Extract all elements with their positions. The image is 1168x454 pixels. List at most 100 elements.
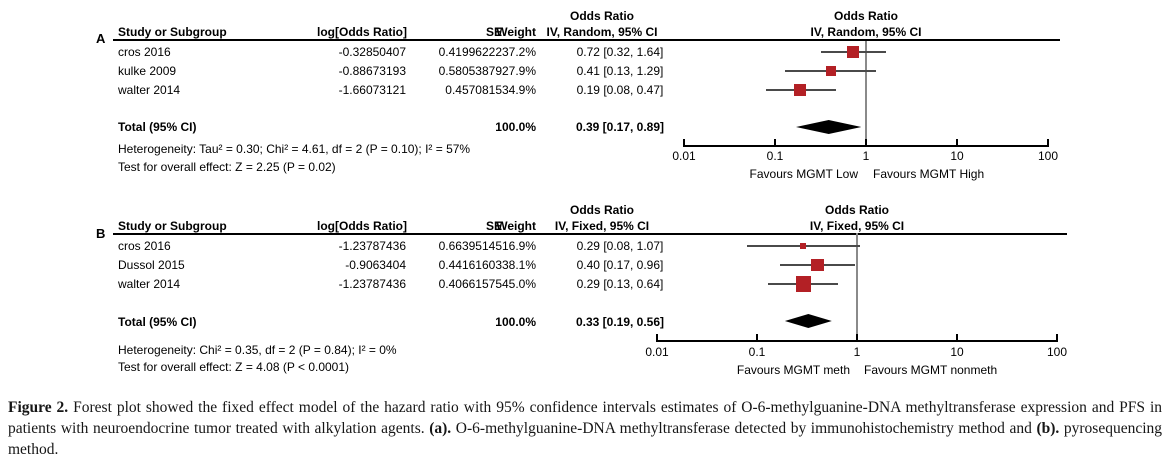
study-se: 0.58053879 xyxy=(438,64,502,78)
effect-marker xyxy=(800,243,807,249)
total-weight: 100.0% xyxy=(495,315,536,329)
axis-tick-label: 100 xyxy=(1046,345,1068,359)
overall-effect-text: Test for overall effect: Z = 2.25 (P = 0… xyxy=(118,160,336,174)
col-header-se: SE xyxy=(485,25,502,39)
summary-diamond xyxy=(784,314,832,328)
axis-tick xyxy=(956,334,958,342)
col-header-weight: Weight xyxy=(496,25,536,39)
effect-marker xyxy=(846,45,860,59)
null-effect-line xyxy=(856,233,858,340)
axis-tick xyxy=(656,334,658,342)
col-header-se: SE xyxy=(485,219,502,233)
figure-caption: Figure 2. Forest plot showed the fixed e… xyxy=(8,397,1162,454)
study-estimate: 0.19 [0.08, 0.47] xyxy=(576,83,664,97)
study-name: cros 2016 xyxy=(118,45,171,59)
axis-tick-label: 1 xyxy=(862,149,870,163)
caption-segment: Forest plot showed the fixed effect mode… xyxy=(8,398,1163,437)
heterogeneity-text: Heterogeneity: Tau² = 0.30; Chi² = 4.61,… xyxy=(118,142,471,156)
study-weight: 37.2% xyxy=(501,45,536,59)
study-estimate: 0.29 [0.13, 0.64] xyxy=(576,277,664,291)
col-header-study: Study or Subgroup xyxy=(118,25,227,39)
total-estimate: 0.33 [0.19, 0.56] xyxy=(575,315,665,329)
study-se: 0.40661575 xyxy=(438,277,502,291)
study-weight: 34.9% xyxy=(501,83,536,97)
axis-tick-label: 0.1 xyxy=(766,149,784,163)
study-estimate: 0.72 [0.32, 1.64] xyxy=(576,45,664,59)
effect-marker xyxy=(794,84,807,96)
caption-bold-segment: (b). xyxy=(1036,419,1064,437)
study-estimate: 0.40 [0.17, 0.96] xyxy=(576,258,664,272)
axis-tick-label: 100 xyxy=(1037,149,1059,163)
axis-tick xyxy=(756,334,758,342)
favours-right-label: Favours MGMT nonmeth xyxy=(864,363,998,377)
study-se: 0.66395145 xyxy=(438,239,502,253)
plot-title: Odds Ratio xyxy=(833,9,899,23)
favours-right-label: Favours MGMT High xyxy=(873,167,985,181)
study-weight: 45.0% xyxy=(501,277,536,291)
panel-a-label: A xyxy=(96,31,106,46)
total-estimate: 0.39 [0.17, 0.89] xyxy=(575,120,665,134)
col-header-effect: IV, Fixed, 95% CI xyxy=(554,219,650,233)
study-name: walter 2014 xyxy=(118,83,181,97)
axis-tick-label: 0.01 xyxy=(645,345,669,359)
study-estimate: 0.41 [0.13, 1.29] xyxy=(576,64,664,78)
total-label: Total (95% CI) xyxy=(118,120,197,134)
axis-tick-label: 0.01 xyxy=(672,149,696,163)
study-log-or: -0.88673193 xyxy=(338,64,406,78)
overall-effect-text: Test for overall effect: Z = 4.08 (P < 0… xyxy=(118,360,350,374)
study-log-or: -1.23787436 xyxy=(338,277,406,291)
study-se: 0.4570815 xyxy=(445,83,502,97)
study-name: kulke 2009 xyxy=(118,64,177,78)
total-weight: 100.0% xyxy=(495,120,536,134)
plot-header-model: IV, Fixed, 95% CI xyxy=(809,219,905,233)
plot-header-model: IV, Random, 95% CI xyxy=(810,25,922,39)
study-estimate: 0.29 [0.08, 1.07] xyxy=(576,239,664,253)
study-weight: 16.9% xyxy=(501,239,536,253)
col-header-log-or: log[Odds Ratio] xyxy=(317,219,407,233)
axis-tick xyxy=(1056,334,1058,342)
effect-column-title: Odds Ratio xyxy=(569,203,635,217)
study-log-or: -0.9063404 xyxy=(345,258,406,272)
effect-column-title: Odds Ratio xyxy=(569,9,635,23)
axis-tick xyxy=(865,139,867,147)
effect-marker xyxy=(795,276,811,292)
axis-tick xyxy=(856,334,858,342)
caption-bold-segment: Figure 2. xyxy=(8,398,74,416)
study-weight: 38.1% xyxy=(501,258,536,272)
axis-tick-label: 10 xyxy=(950,149,964,163)
axis-tick-label: 0.1 xyxy=(748,345,766,359)
header-rule xyxy=(113,39,1060,41)
null-effect-line xyxy=(865,41,867,145)
header-rule xyxy=(113,233,1067,235)
study-weight: 27.9% xyxy=(501,64,536,78)
axis-tick xyxy=(956,139,958,147)
favours-left-label: Favours MGMT meth xyxy=(736,363,850,377)
study-name: walter 2014 xyxy=(118,277,181,291)
study-name: Dussol 2015 xyxy=(118,258,185,272)
col-header-study: Study or Subgroup xyxy=(118,219,227,233)
study-se: 0.41996222 xyxy=(438,45,502,59)
col-header-log-or: log[Odds Ratio] xyxy=(317,25,407,39)
study-log-or: -0.32850407 xyxy=(338,45,406,59)
caption-segment: O-6-methylguanine-DNA methyltransferase … xyxy=(455,419,1037,437)
study-se: 0.44161603 xyxy=(438,258,502,272)
favours-left-label: Favours MGMT Low xyxy=(749,167,858,181)
plot-title: Odds Ratio xyxy=(824,203,890,217)
axis-tick xyxy=(1047,139,1049,147)
axis-tick xyxy=(774,139,776,147)
effect-marker xyxy=(810,258,824,272)
col-header-weight: Weight xyxy=(496,219,536,233)
study-log-or: -1.23787436 xyxy=(338,239,406,253)
summary-diamond xyxy=(795,120,862,134)
caption-bold-segment: (a). xyxy=(429,419,456,437)
heterogeneity-text: Heterogeneity: Chi² = 0.35, df = 2 (P = … xyxy=(118,343,397,357)
col-header-effect: IV, Random, 95% CI xyxy=(546,25,658,39)
caption-segment: pyrosequencing method. xyxy=(8,419,1163,454)
study-name: cros 2016 xyxy=(118,239,171,253)
effect-marker xyxy=(826,66,836,76)
axis-tick-label: 1 xyxy=(853,345,861,359)
study-log-or: -1.66073121 xyxy=(338,83,406,97)
axis-tick xyxy=(683,139,685,147)
panel-b-label: B xyxy=(96,226,106,241)
